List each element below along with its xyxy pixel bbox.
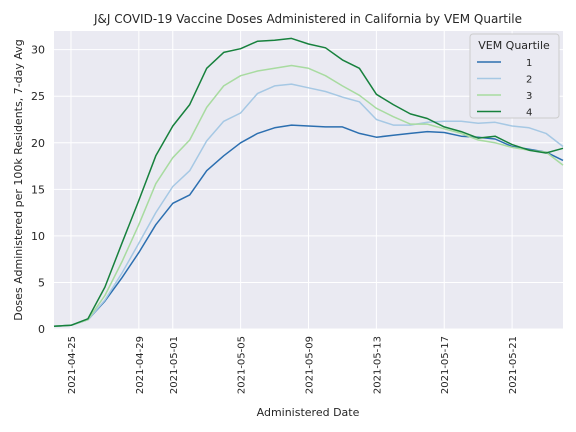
- legend-items: 1 2 3 4: [477, 58, 532, 119]
- x-tick-label: 2021-05-05: [237, 336, 248, 394]
- y-axis-ticks: 0 5 10 15 20 25 30: [31, 44, 45, 336]
- y-tick-label: 5: [38, 276, 45, 289]
- x-tick-label: 2021-05-21: [508, 336, 519, 394]
- legend-label-2: 2: [526, 75, 532, 86]
- x-tick-label: 2021-05-13: [372, 336, 383, 394]
- y-axis-label: Doses Administered per 100k Residents, 7…: [12, 39, 25, 321]
- legend-label-4: 4: [526, 108, 532, 119]
- y-tick-label: 10: [31, 230, 45, 243]
- series-line-1: [53, 124, 564, 327]
- legend-title: VEM Quartile: [478, 39, 550, 52]
- chart-title: J&J COVID-19 Vaccine Doses Administered …: [93, 12, 522, 26]
- legend-label-3: 3: [526, 91, 532, 102]
- x-tick-label: 2021-04-29: [135, 336, 146, 394]
- x-tick-label: 2021-04-25: [67, 336, 78, 394]
- legend-box: [469, 33, 560, 119]
- x-tick-label: 2021-05-09: [305, 336, 316, 394]
- gridlines: [54, 31, 563, 330]
- series-line-4: [53, 37, 564, 327]
- x-tick-label: 2021-05-01: [169, 336, 180, 394]
- legend-label-1: 1: [526, 58, 532, 69]
- series-layer: [53, 37, 564, 327]
- series-line-2: [53, 83, 564, 327]
- series-line-3: [53, 64, 564, 327]
- x-tick-label: 2021-05-17: [440, 336, 451, 394]
- y-tick-label: 20: [31, 137, 45, 150]
- x-axis-ticks: 2021-04-25 2021-04-29 2021-05-01 2021-05-05…: [67, 336, 519, 394]
- x-axis-label: Administered Date: [257, 406, 360, 419]
- legend: VEM Quartile 1 2 3 4: [469, 33, 560, 119]
- y-tick-label: 15: [31, 183, 45, 196]
- y-tick-label: 25: [31, 90, 45, 103]
- y-tick-label: 0: [38, 323, 45, 336]
- y-tick-label: 30: [31, 44, 45, 57]
